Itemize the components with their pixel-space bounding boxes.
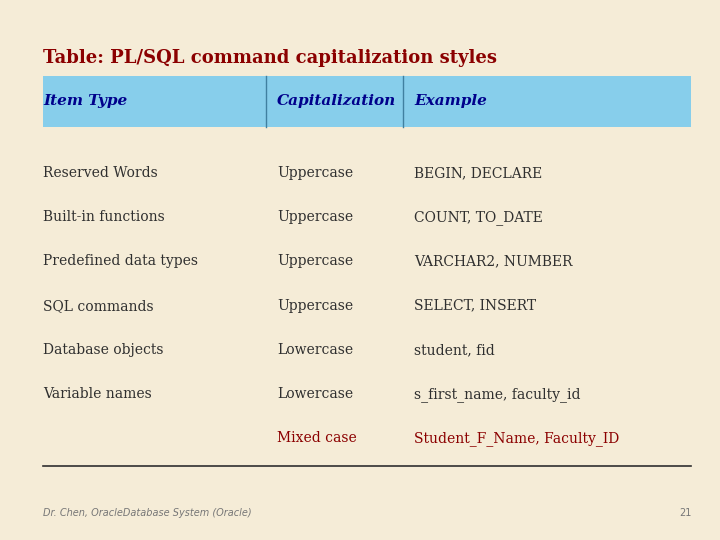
Text: s_first_name, faculty_id: s_first_name, faculty_id bbox=[414, 387, 580, 402]
Text: Capitalization: Capitalization bbox=[277, 94, 397, 108]
Text: Variable names: Variable names bbox=[43, 387, 152, 401]
Text: Uppercase: Uppercase bbox=[277, 210, 354, 224]
Text: student, fid: student, fid bbox=[414, 343, 495, 357]
Text: Reserved Words: Reserved Words bbox=[43, 166, 158, 180]
Text: SQL commands: SQL commands bbox=[43, 299, 154, 313]
Text: Example: Example bbox=[414, 94, 487, 108]
Text: COUNT, TO_DATE: COUNT, TO_DATE bbox=[414, 210, 543, 225]
Text: Uppercase: Uppercase bbox=[277, 299, 354, 313]
FancyBboxPatch shape bbox=[43, 76, 691, 127]
Text: VARCHAR2, NUMBER: VARCHAR2, NUMBER bbox=[414, 254, 572, 268]
Text: Predefined data types: Predefined data types bbox=[43, 254, 198, 268]
Text: BEGIN, DECLARE: BEGIN, DECLARE bbox=[414, 166, 542, 180]
Text: 21: 21 bbox=[679, 508, 691, 518]
Text: Item Type: Item Type bbox=[43, 94, 127, 108]
Text: Table: PL/SQL command capitalization styles: Table: PL/SQL command capitalization sty… bbox=[43, 49, 498, 66]
Text: Database objects: Database objects bbox=[43, 343, 163, 357]
Text: Mixed case: Mixed case bbox=[277, 431, 357, 446]
Text: Lowercase: Lowercase bbox=[277, 343, 354, 357]
Text: SELECT, INSERT: SELECT, INSERT bbox=[414, 299, 536, 313]
Text: Built-in functions: Built-in functions bbox=[43, 210, 165, 224]
Text: Lowercase: Lowercase bbox=[277, 387, 354, 401]
Text: Student_F_Name, Faculty_ID: Student_F_Name, Faculty_ID bbox=[414, 431, 619, 446]
Text: Dr. Chen, OracleDatabase System (Oracle): Dr. Chen, OracleDatabase System (Oracle) bbox=[43, 508, 252, 518]
Text: Uppercase: Uppercase bbox=[277, 166, 354, 180]
Text: Uppercase: Uppercase bbox=[277, 254, 354, 268]
